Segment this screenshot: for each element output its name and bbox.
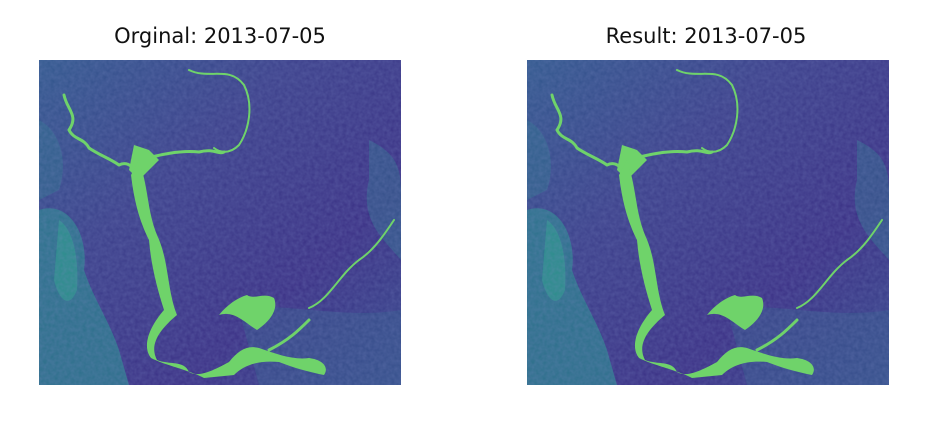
panel-title-original: Orginal: 2013-07-05 [114,24,326,48]
panel-title-result: Result: 2013-07-05 [605,24,807,48]
satellite-image-result [527,60,889,385]
satellite-image-original [39,60,401,385]
